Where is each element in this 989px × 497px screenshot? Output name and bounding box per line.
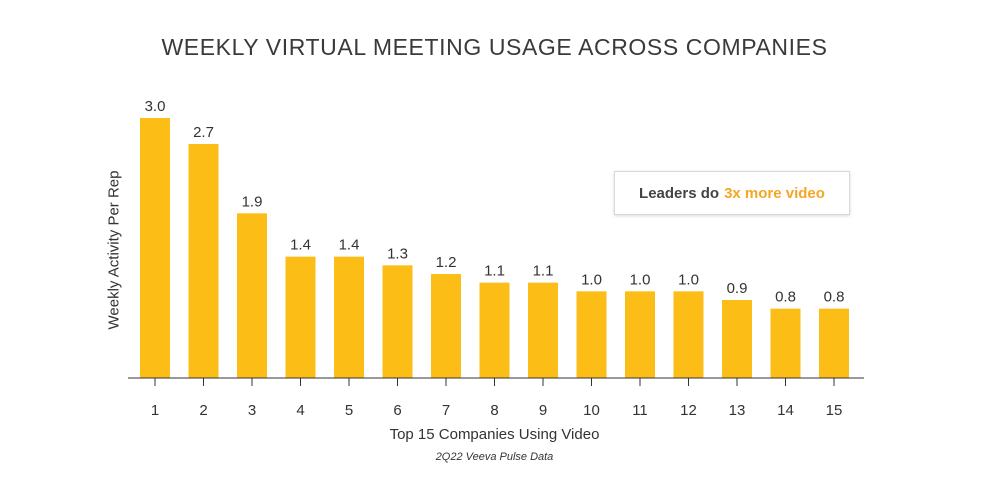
x-tick-label-9: 9 xyxy=(539,402,547,419)
x-tick-label-10: 10 xyxy=(583,402,600,419)
x-tick-label-11: 11 xyxy=(632,402,648,419)
chart-title: WEEKLY VIRTUAL MEETING USAGE ACROSS COMP… xyxy=(161,34,828,60)
annotation-prefix: Leaders do xyxy=(639,184,720,202)
x-tick-label-3: 3 xyxy=(248,402,256,419)
bar-7 xyxy=(431,274,461,378)
value-label-6: 1.3 xyxy=(387,245,408,262)
value-label-12: 1.0 xyxy=(678,271,699,288)
x-ticks-layer: 1 2 3 4 5 6 7 8 9 10 11 12 13 14 15 xyxy=(151,378,843,419)
x-tick-label-14: 14 xyxy=(777,402,794,419)
value-label-10: 1.0 xyxy=(581,271,602,288)
y-axis-label: Weekly Activity Per Rep xyxy=(105,170,123,330)
bar-6 xyxy=(382,265,413,378)
value-label-14: 0.8 xyxy=(775,289,796,306)
value-label-4: 1.4 xyxy=(290,237,311,254)
x-tick-label-8: 8 xyxy=(490,402,498,419)
value-label-8: 1.1 xyxy=(484,263,505,280)
value-label-7: 1.2 xyxy=(436,254,457,271)
bar-13 xyxy=(722,300,752,378)
value-label-2: 2.7 xyxy=(193,124,214,141)
bar-15 xyxy=(819,308,849,378)
x-tick-label-5: 5 xyxy=(345,402,353,419)
value-label-15: 0.8 xyxy=(824,289,845,306)
bar-12 xyxy=(673,291,704,378)
annotation-callout: Leaders do 3x more video xyxy=(614,171,850,215)
value-label-9: 1.1 xyxy=(533,263,554,280)
x-tick-label-13: 13 xyxy=(729,402,746,419)
x-axis-label: Top 15 Companies Using Video xyxy=(389,426,600,443)
value-label-1: 3.0 xyxy=(145,98,166,115)
x-tick-label-7: 7 xyxy=(442,402,450,419)
x-tick-label-4: 4 xyxy=(296,402,304,419)
value-label-5: 1.4 xyxy=(339,237,360,254)
x-tick-label-2: 2 xyxy=(199,402,207,419)
source-note: 2Q22 Veeva Pulse Data xyxy=(435,451,554,463)
bar-2 xyxy=(188,144,219,378)
bar-14 xyxy=(770,308,801,378)
value-label-13: 0.9 xyxy=(727,280,748,297)
annotation-highlight: 3x more video xyxy=(724,184,825,202)
bar-3 xyxy=(237,213,267,378)
bar-1 xyxy=(140,118,170,378)
bar-4 xyxy=(285,256,316,378)
value-labels-layer: 3.0 2.7 1.9 1.4 1.4 1.3 1.2 1.1 1.1 1.0 1.0 1.0 0.9 0… xyxy=(145,98,845,306)
bar-8 xyxy=(479,282,510,378)
bar-5 xyxy=(334,256,364,378)
value-label-11: 1.0 xyxy=(630,271,651,288)
x-tick-label-6: 6 xyxy=(393,402,401,419)
bar-10 xyxy=(576,291,607,378)
bar-11 xyxy=(625,291,655,378)
bar-9 xyxy=(528,282,558,378)
x-tick-label-1: 1 xyxy=(151,402,159,419)
value-label-3: 1.9 xyxy=(242,193,263,210)
bars-layer xyxy=(140,118,849,378)
x-tick-label-15: 15 xyxy=(826,402,843,419)
x-tick-label-12: 12 xyxy=(680,402,697,419)
